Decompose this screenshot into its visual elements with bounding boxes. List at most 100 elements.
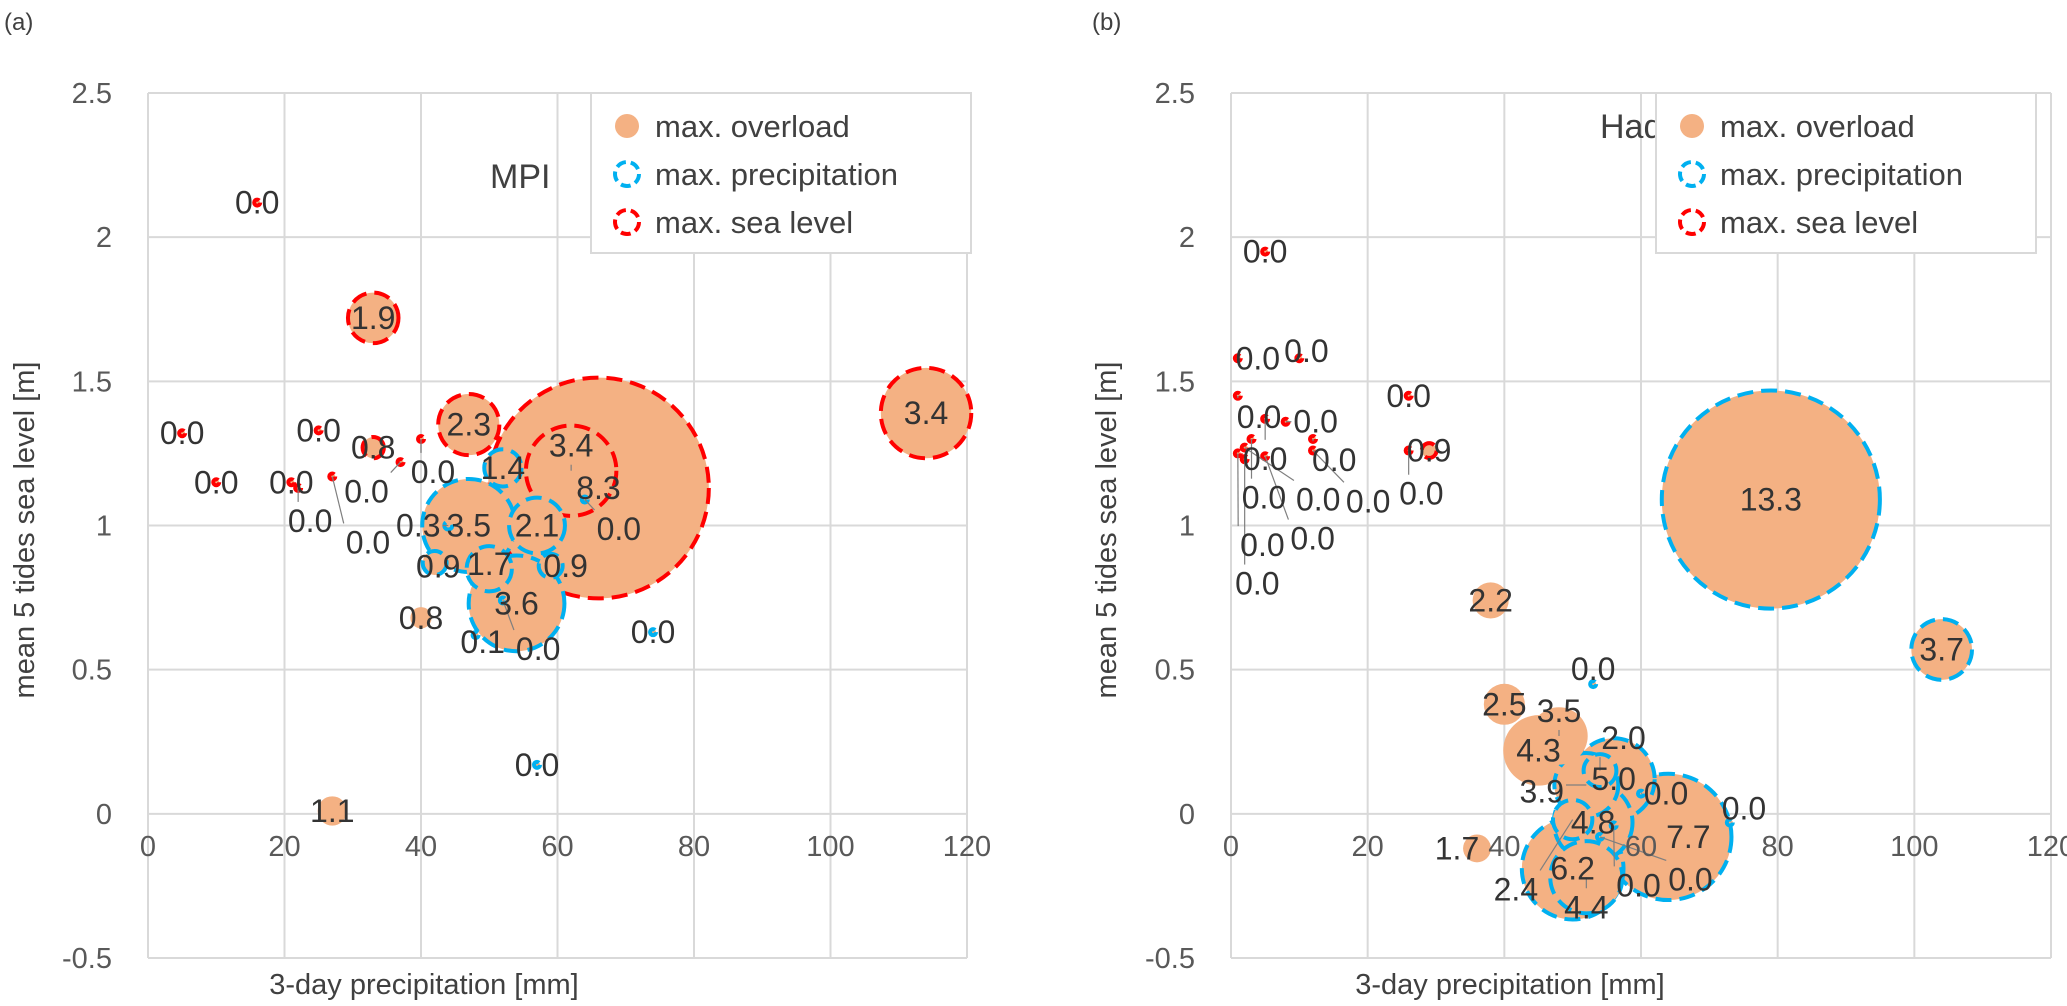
bubble-labels: 13.3 7.7 6.2 5.0 4.8 4.4 4.3 3.9 3.7 3.5 2.5 2.4 2.2… <box>1235 234 1964 926</box>
bubble <box>1403 390 1414 401</box>
bubble-label: 0.0 <box>1243 441 1287 477</box>
x-axis-title: 3-day precipitation [mm] <box>1355 969 1664 1001</box>
label-leader-line <box>584 499 596 511</box>
bubble-label: 2.3 <box>447 407 491 443</box>
bubble-label: 0.0 <box>1346 483 1390 519</box>
bubble <box>536 551 565 580</box>
bubble <box>313 425 324 436</box>
y-tick-label: 0.5 <box>72 655 112 687</box>
x-tick-label: 80 <box>678 831 710 863</box>
label-leader-line <box>390 461 401 473</box>
label-leader-line <box>1244 447 1295 482</box>
legend-entry: max. sea level <box>1720 205 1918 240</box>
bubble <box>470 630 481 641</box>
legend-marker <box>1680 114 1704 138</box>
bubble <box>252 197 263 208</box>
y-tick-label: 2.5 <box>1155 78 1195 110</box>
bubble-label: 0.0 <box>1296 482 1340 518</box>
x-tick-label: 20 <box>268 831 300 863</box>
legend-entry: max. sea level <box>655 205 853 240</box>
bubble-label: 1.4 <box>481 450 525 486</box>
bubble-label: 4.4 <box>1564 889 1608 925</box>
bubble <box>211 477 222 488</box>
bubble <box>1659 388 1882 611</box>
bubble <box>1419 441 1439 460</box>
bubble <box>345 290 401 346</box>
legend-box <box>1655 92 2037 254</box>
bubble-label: 2.5 <box>1482 686 1526 722</box>
panel-label: (a) <box>4 9 33 36</box>
bubble-label: 0.0 <box>344 474 388 510</box>
bubble-label: 0.0 <box>194 464 238 500</box>
label-leader-line <box>1613 825 1615 867</box>
x-tick-label: 120 <box>943 831 991 863</box>
legend-marker <box>1678 160 1706 188</box>
bubble-label: 0.0 <box>411 454 455 490</box>
bubble <box>482 447 524 489</box>
y-tick-label: -0.5 <box>1145 943 1195 975</box>
label-leaders <box>1237 395 1667 889</box>
y-tick-label: 0 <box>1179 799 1195 831</box>
y-tick-label: 0 <box>96 799 112 831</box>
x-tick-label: 80 <box>1762 831 1794 863</box>
y-axis-title: mean 5 tides sea level [m] <box>1091 362 1123 699</box>
legend-marker <box>1678 208 1706 236</box>
bubble-label: 0.0 <box>288 503 332 539</box>
bubble <box>648 627 659 638</box>
bubble-label: 0.0 <box>1240 527 1284 563</box>
bubble-label: 0.0 <box>1722 790 1766 826</box>
bubble-label: 0.0 <box>1668 861 1712 897</box>
bubble <box>436 391 502 458</box>
bubble <box>286 477 297 488</box>
bubble-label: 2.0 <box>1601 720 1645 756</box>
bubble-label: 0.0 <box>515 747 559 783</box>
bubble-label: 4.3 <box>1516 732 1560 768</box>
label-leader-line <box>331 476 345 524</box>
bubble-label: 0.0 <box>1644 776 1688 812</box>
bubble-label: 5.0 <box>1591 761 1635 797</box>
bubble <box>878 365 974 461</box>
legend-box <box>590 92 972 254</box>
chart-a: -0.5 0 0.5 1 1.5 2 2.5 (a) 3-day precipitation [… <box>4 9 991 1001</box>
y-axis-title: mean 5 tides sea level [m] <box>9 362 41 699</box>
legend-entry: max. precipitation <box>1720 157 1963 192</box>
label-leader-line <box>1264 456 1289 520</box>
bubble-label: 0.0 <box>1616 867 1660 903</box>
bubble-label: 3.7 <box>1919 631 1963 667</box>
x-tick-label: 40 <box>405 831 437 863</box>
bubble <box>317 796 347 826</box>
label-leader-line <box>1599 836 1667 862</box>
bubble-label: 2.4 <box>1494 871 1538 907</box>
x-tick-label: 40 <box>1488 831 1520 863</box>
bubbles <box>177 197 974 826</box>
bubble <box>177 428 188 439</box>
bubble-label: 0.3 <box>396 508 440 544</box>
legend-entry: max. overload <box>1720 109 1915 144</box>
chart-b: -0.5 0 0.5 1 1.5 2 2.5 (b) 3-day precipitation [… <box>1091 9 2067 1001</box>
bubble-label: 2.2 <box>1468 582 1512 618</box>
model-annotation: MPI <box>490 158 550 196</box>
bubble-label: 0.9 <box>543 548 587 584</box>
bubble-label: 0.0 <box>597 511 641 547</box>
bubble-label: 13.3 <box>1740 482 1802 518</box>
bubble-label: 0.0 <box>631 614 675 650</box>
bubble-label: 3.5 <box>447 508 491 544</box>
bubble-label: 0.0 <box>296 412 340 448</box>
bubble-label: 0.0 <box>1399 476 1443 512</box>
y-tick-label: 1.5 <box>1155 366 1195 398</box>
bubble-label: 0.0 <box>1386 378 1430 414</box>
bubble-label: 2.1 <box>515 508 559 544</box>
y-tick-label: 0.5 <box>1155 655 1195 687</box>
bubble-label: 0.0 <box>1284 333 1328 369</box>
x-tick-label: 100 <box>1890 831 1938 863</box>
bubble-label: 0.0 <box>1312 442 1356 478</box>
bubble-label: 0.0 <box>1237 399 1281 435</box>
bubble-label: 3.5 <box>1537 693 1581 729</box>
bubble <box>360 435 386 461</box>
x-tick-label: 0 <box>140 831 156 863</box>
label-leader-line <box>1539 819 1574 871</box>
bubble-label: 1.7 <box>467 546 511 582</box>
bubble <box>464 544 514 594</box>
bubble-label: 0.0 <box>1243 234 1287 270</box>
